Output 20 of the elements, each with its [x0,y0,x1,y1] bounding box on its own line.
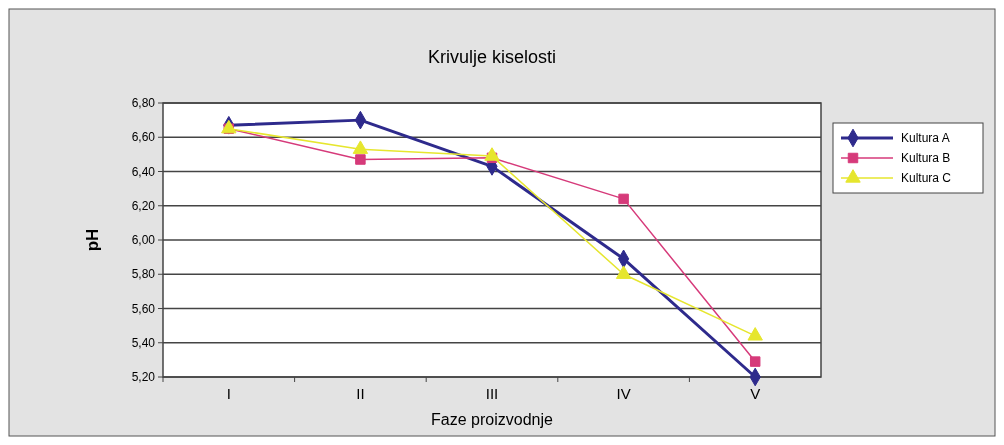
chart-title: Krivulje kiselosti [427,47,557,67]
y-tick-label: 6,20 [131,198,156,213]
x-tick-label: II [356,385,365,402]
legend-label: Kultura A [901,131,950,146]
y-tick-label: 5,60 [131,301,156,316]
x-tick-label: V [750,385,761,402]
x-tick-label: III [485,385,499,402]
x-tick-label: I [226,385,231,402]
x-tick-label: IV [616,385,631,402]
y-tick-label: 5,80 [131,267,156,282]
x-axis-title: Faze proizvodnje [431,411,554,428]
y-axis-title: pH [83,228,102,252]
y-tick-label: 5,20 [131,370,156,385]
y-tick-label: 6,40 [131,164,156,179]
y-tick-label: 6,60 [131,130,156,145]
legend-label: Kultura B [901,151,951,166]
legend-label: Kultura C [901,171,952,186]
y-tick-label: 5,40 [131,335,156,350]
y-tick-label: 6,80 [131,96,156,111]
y-tick-label: 6,00 [131,233,156,248]
